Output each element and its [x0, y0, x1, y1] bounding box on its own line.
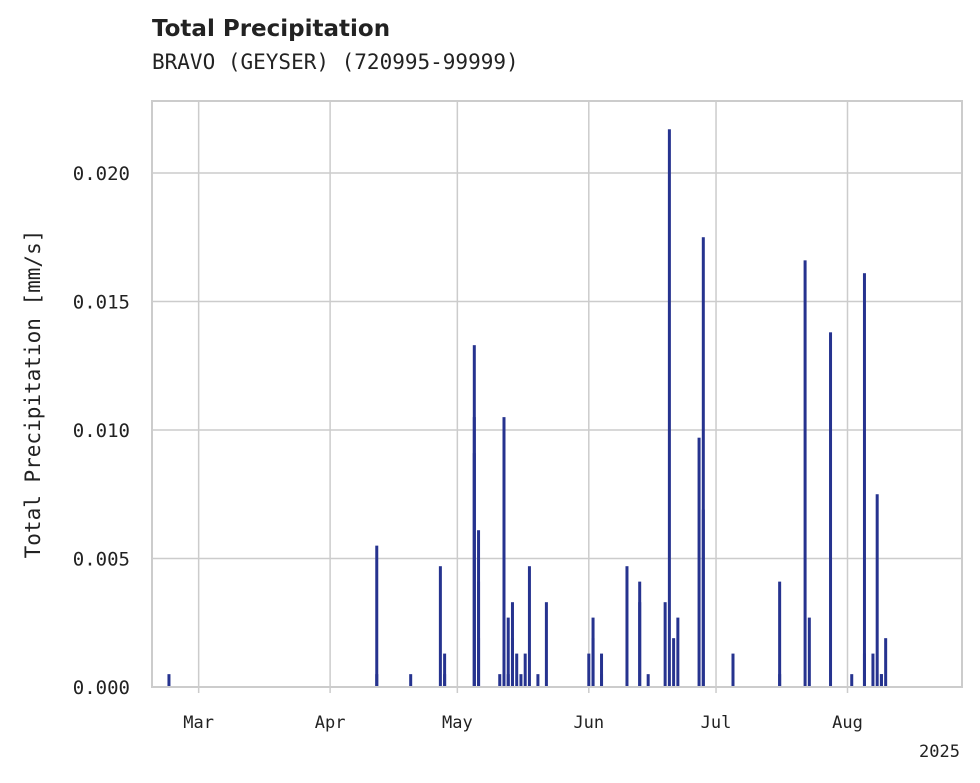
precipitation-bar [519, 674, 523, 687]
precipitation-bar [663, 602, 667, 687]
y-axis-label: Total Precipitation [mm/s] [21, 230, 45, 559]
precipitation-bar [646, 674, 650, 687]
precipitation-bar [409, 674, 413, 687]
y-tick-label: 0.020 [73, 163, 130, 185]
precipitation-bar [672, 638, 676, 687]
x-tick-label: Jun [573, 713, 604, 733]
y-tick-label: 0.005 [73, 548, 130, 570]
precipitation-bar [515, 653, 519, 687]
precipitation-bar [506, 617, 510, 687]
precipitation-bar [536, 674, 540, 687]
precipitation-bar [625, 566, 629, 687]
precipitation-bar [638, 602, 642, 687]
precipitation-bar [523, 653, 527, 687]
precipitation-bar [498, 674, 502, 687]
precipitation-bar [667, 129, 671, 688]
x-axis-ticks: Mar Apr May Jun Jul Aug [183, 687, 863, 733]
precipitation-bar [502, 653, 506, 687]
precipitation-bar [167, 674, 171, 687]
x-axis-year-label: 2025 [919, 742, 960, 762]
precipitation-bar [591, 617, 595, 687]
precipitation-bar [871, 653, 875, 687]
precipitation-bar [862, 273, 866, 687]
precipitation-bar [443, 674, 447, 687]
precipitation-bar [850, 674, 854, 687]
precipitation-bar [587, 653, 591, 687]
chart-title: Total Precipitation [152, 16, 391, 42]
precipitation-bar [862, 653, 866, 687]
y-tick-label: 0.015 [73, 291, 130, 313]
precipitation-bar [477, 638, 481, 687]
x-tick-label: Aug [832, 713, 863, 733]
precipitation-bar [884, 638, 888, 687]
x-tick-label: May [442, 713, 473, 733]
plot-frame [151, 100, 963, 688]
precipitation-bar [676, 617, 680, 687]
precipitation-bar [600, 653, 604, 687]
chart-subtitle: BRAVO (GEYSER) (720995-99999) [152, 50, 519, 74]
precipitation-bar [527, 566, 531, 687]
precipitation-bar [510, 638, 514, 687]
precipitation-bar [701, 237, 705, 687]
precipitation-bar [375, 674, 379, 687]
precipitation-bar [778, 674, 782, 687]
precipitation-bar [697, 437, 701, 687]
precipitation-bar [472, 417, 476, 687]
x-tick-label: Jul [701, 713, 732, 733]
precipitation-bar [807, 617, 811, 687]
precipitation-bar [375, 545, 379, 687]
precipitation-bar [778, 581, 782, 687]
precipitation-bar [731, 653, 735, 687]
precipitation-bar [600, 674, 604, 687]
y-tick-label: 0.010 [73, 420, 130, 442]
precipitation-bar [502, 417, 506, 687]
grid-lines [152, 101, 962, 688]
x-tick-label: Mar [183, 713, 214, 733]
precipitation-bar [701, 509, 705, 687]
precipitation-bar [438, 566, 442, 687]
precipitation-bar [829, 332, 833, 687]
precipitation-bar [443, 653, 447, 687]
precipitation-bar [875, 494, 879, 687]
precipitation-bar [879, 674, 883, 687]
precipitation-bar [477, 581, 481, 687]
x-tick-label: Apr [315, 713, 346, 733]
bar-series [167, 129, 888, 688]
precipitation-bar [544, 602, 548, 687]
precipitation-bar [803, 260, 807, 687]
y-axis-ticks: 0.000 0.005 0.010 0.015 0.020 [73, 163, 130, 699]
y-tick-label: 0.000 [73, 677, 130, 699]
